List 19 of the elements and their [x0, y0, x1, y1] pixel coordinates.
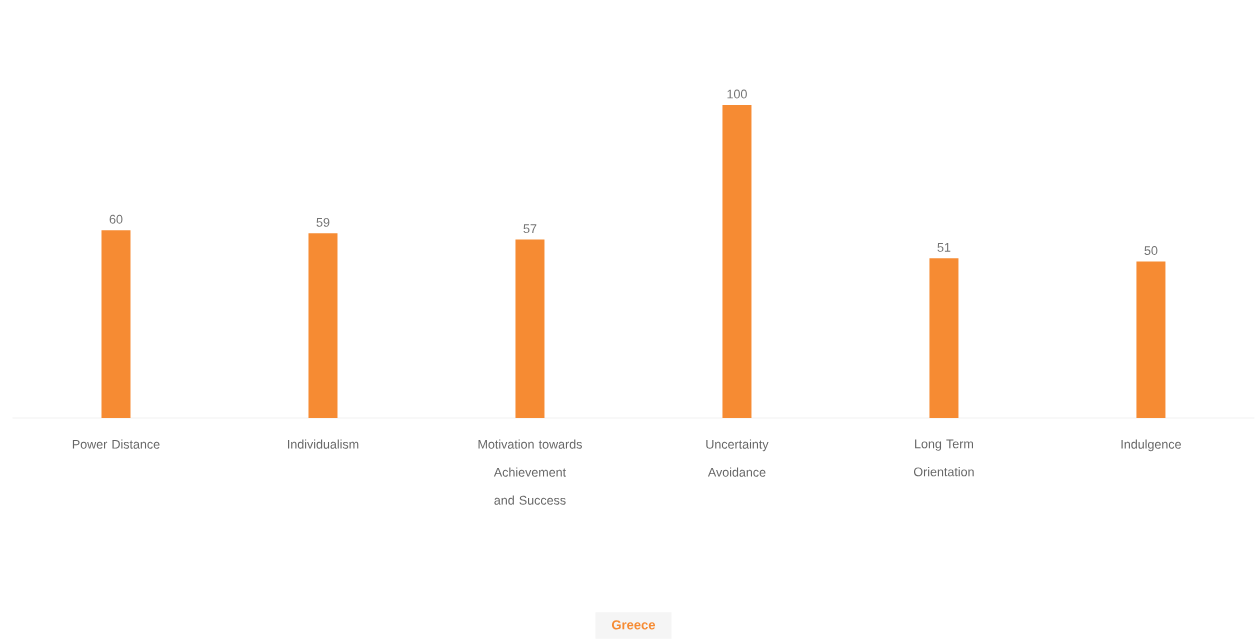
data-label: 60	[109, 214, 123, 224]
category-label: Motivation towards Achievement and Success	[478, 439, 582, 505]
bar	[722, 105, 752, 418]
data-label: 100	[727, 89, 747, 99]
data-label: 51	[937, 243, 951, 252]
bar	[929, 258, 959, 418]
bar	[1136, 261, 1166, 418]
text: Greece	[611, 620, 656, 630]
bar	[308, 233, 338, 418]
data-label: 57	[523, 224, 537, 234]
category-label: Uncertainty Avoidance	[706, 439, 769, 477]
bar	[101, 230, 131, 418]
x-tick-label: Power Distance	[72, 439, 160, 449]
data-label: 50	[1144, 246, 1158, 255]
x-tick-label: Individualism	[288, 439, 359, 449]
category-label: Long Term Orientation	[913, 439, 974, 477]
data-label: 59	[316, 217, 330, 227]
x-tick-label: Indulgence	[1121, 439, 1181, 452]
bar	[515, 239, 545, 418]
